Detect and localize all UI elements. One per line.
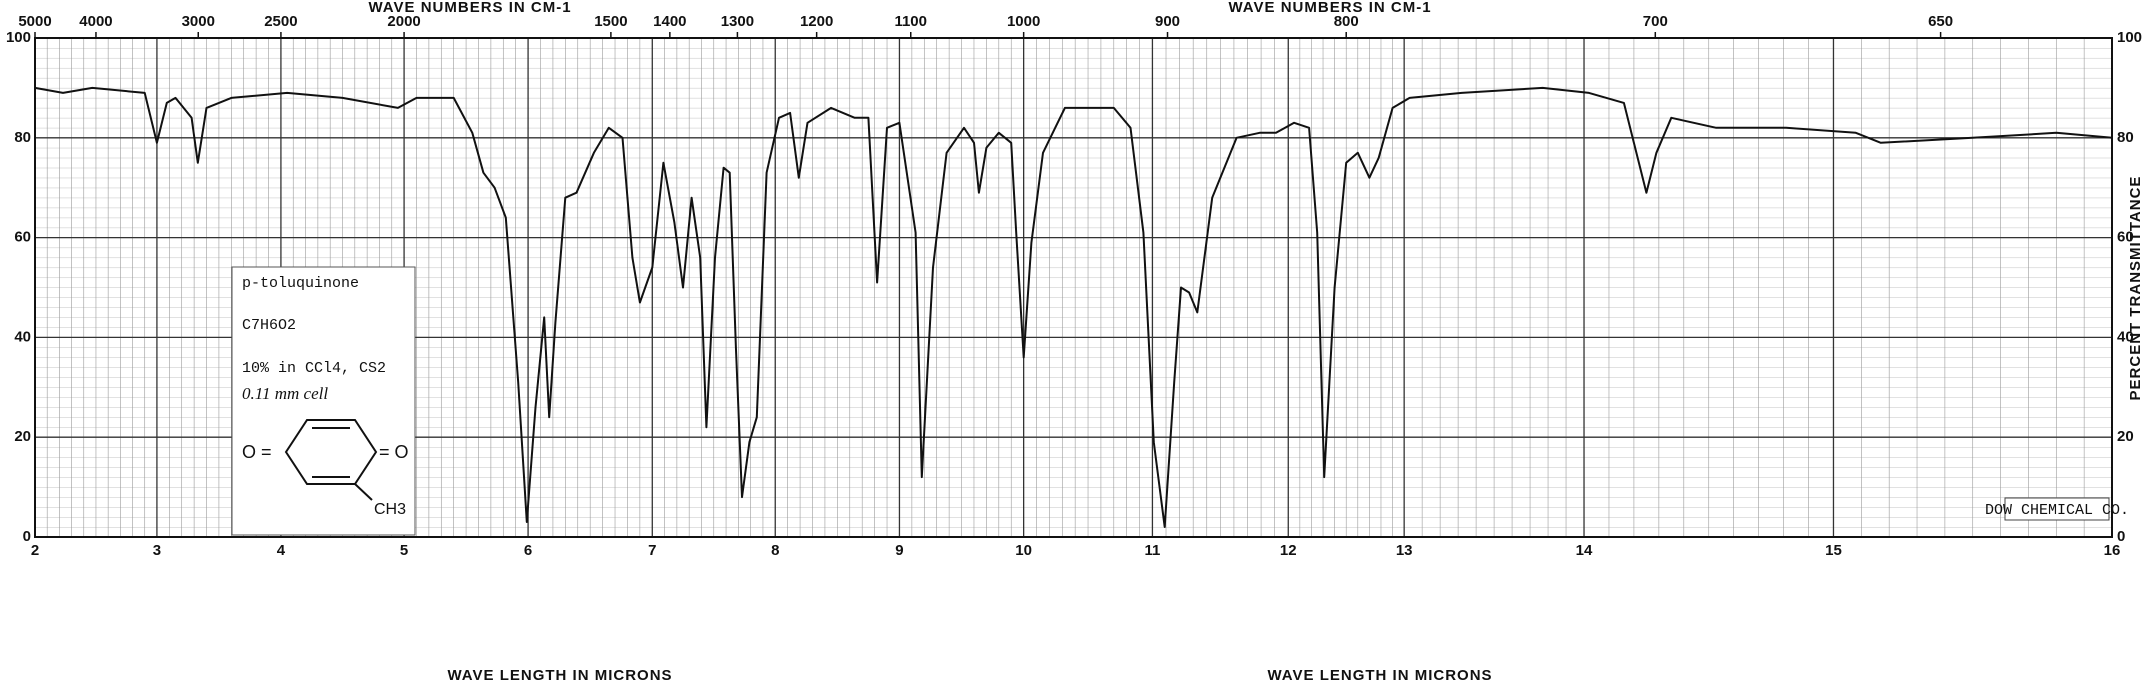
x-tick-label: 14: [1576, 542, 1593, 559]
x2-axis-title: WAVE NUMBERS IN CM-1: [1228, 0, 1431, 16]
sample-cell: 0.11 mm cell: [242, 384, 328, 403]
sample-solution: 10% in CCl4, CS2: [242, 360, 386, 377]
x-tick-label: 5: [400, 542, 408, 559]
source-box: [2004, 497, 2110, 521]
x2-tick-label: 1200: [800, 13, 833, 30]
x-tick-label: 7: [648, 542, 656, 559]
sample-name: p-toluquinone: [242, 275, 359, 292]
y-axis-title: PERCENT TRANSMITTANCE: [2127, 176, 2144, 401]
sample-note: p-toluquinone C7H6O2 10% in CCl4, CS2 0.…: [231, 266, 416, 536]
x2-axis-title: WAVE NUMBERS IN CM-1: [368, 0, 571, 16]
x-tick-label: 10: [1015, 542, 1032, 559]
y-tick-label: 80: [14, 129, 31, 146]
x-tick-label: 13: [1396, 542, 1413, 559]
x2-tick-label: 1000: [1007, 13, 1040, 30]
x2-tick-label: 800: [1334, 13, 1359, 30]
y-tick-label: 100: [6, 29, 31, 46]
x-axis-title: WAVE LENGTH IN MICRONS: [1267, 667, 1492, 684]
structure-substituent: CH3: [374, 501, 406, 518]
x2-tick-label: 900: [1155, 13, 1180, 30]
sample-formula: C7H6O2: [242, 317, 296, 334]
x-axis-title: WAVE LENGTH IN MICRONS: [447, 667, 672, 684]
plot-frame: [34, 37, 2113, 538]
x2-tick-label: 650: [1928, 13, 1953, 30]
structure-right: = O: [379, 442, 409, 462]
y-tick-label: 80: [2117, 129, 2134, 146]
x-tick-label: 9: [895, 542, 903, 559]
y-tick-label: 40: [2117, 328, 2134, 345]
y-tick-label: 60: [2117, 229, 2134, 246]
y-tick-label: 40: [14, 328, 31, 345]
y-tick-label: 0: [2117, 528, 2125, 545]
x-tick-label: 12: [1280, 542, 1297, 559]
x2-tick-label: 1400: [653, 13, 686, 30]
y-tick-label: 0: [23, 528, 31, 545]
y-tick-label: 100: [2117, 29, 2142, 46]
x2-tick-label: 700: [1643, 13, 1668, 30]
x2-tick-label: 2500: [264, 13, 297, 30]
x-tick-label: 8: [771, 542, 779, 559]
note-box: [231, 266, 416, 536]
x-tick-label: 6: [524, 542, 532, 559]
x-tick-label: 11: [1144, 542, 1160, 559]
y-tick-label: 60: [14, 229, 31, 246]
x-tick-label: 3: [153, 542, 161, 559]
methyl-bond: [354, 483, 373, 501]
x-tick-label: 16: [2104, 542, 2121, 559]
x2-tick-label: 4000: [79, 13, 112, 30]
source: DOW CHEMICAL CO.: [1985, 502, 2129, 519]
x2-tick-label: 1100: [894, 13, 927, 30]
x2-tick-label: 1500: [594, 13, 627, 30]
x-tick-label: 2: [31, 542, 39, 559]
x2-tick-label: 3000: [182, 13, 215, 30]
x2-tick-label: 1300: [721, 13, 754, 30]
y-tick-label: 20: [14, 428, 31, 445]
x2-tick-label: 2000: [387, 13, 420, 30]
spectrum-line: [34, 86, 2113, 528]
x-tick-label: 15: [1825, 542, 1842, 559]
y-tick-label: 20: [2117, 428, 2134, 445]
x2-tick-label: 5000: [18, 13, 51, 30]
x-tick-label: 4: [277, 542, 286, 559]
structure-left: O =: [242, 442, 272, 462]
